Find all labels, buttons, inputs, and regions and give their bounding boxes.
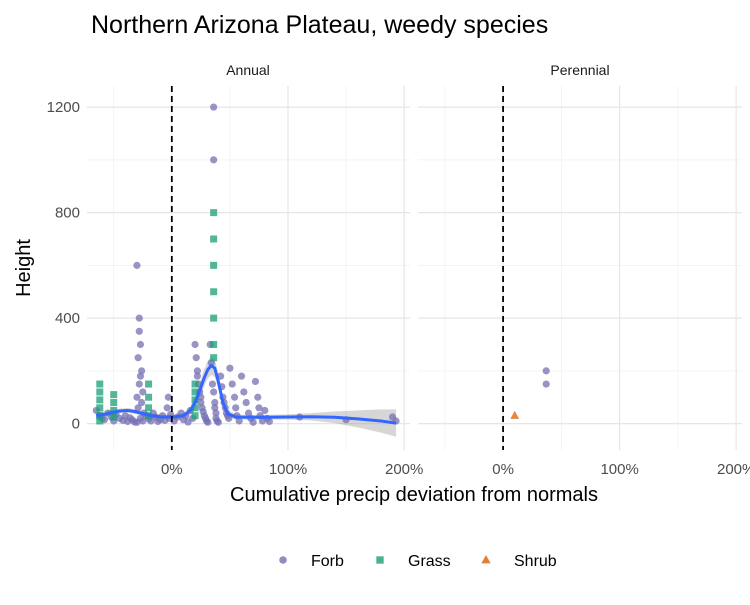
data-point-forb: [237, 372, 246, 380]
data-point-forb: [251, 377, 260, 386]
data-point-forb: [134, 354, 142, 362]
data-point-forb: [133, 261, 141, 269]
legend-label-shrub: Shrub: [514, 553, 557, 570]
data-point-forb: [212, 409, 220, 417]
data-point-grass: [210, 288, 218, 296]
legend-key-grass: [376, 556, 384, 564]
data-point-forb: [211, 398, 219, 407]
data-point-grass: [210, 354, 218, 362]
data-point-forb: [255, 404, 263, 412]
data-point-forb: [210, 156, 218, 164]
data-point-forb: [261, 406, 269, 415]
data-point-forb: [136, 372, 145, 380]
legend-label-grass: Grass: [408, 553, 451, 570]
data-point-forb: [249, 418, 257, 426]
y-tick-label: 0: [72, 416, 80, 433]
data-point-forb: [193, 372, 201, 380]
data-point-forb: [254, 393, 262, 401]
data-point-forb: [542, 380, 550, 388]
data-point-forb: [191, 340, 199, 349]
data-point-grass: [110, 413, 118, 421]
data-point-grass: [96, 388, 104, 396]
data-point-forb: [208, 380, 217, 388]
data-point-grass: [191, 404, 199, 412]
legend-label-forb: Forb: [311, 553, 344, 570]
y-tick-label: 800: [55, 205, 80, 222]
data-point-grass: [210, 261, 218, 269]
data-point-forb: [225, 414, 233, 422]
data-point-forb: [265, 417, 274, 426]
data-point-grass: [145, 393, 153, 401]
x-tick-label: 100%: [600, 461, 638, 478]
data-point-grass: [191, 380, 199, 388]
chart-title: Northern Arizona Plateau, weedy species: [91, 11, 548, 39]
facet-label: Perennial: [550, 62, 609, 78]
data-point-forb: [228, 380, 236, 388]
data-point-forb: [138, 398, 146, 407]
data-point-forb: [134, 404, 142, 412]
data-point-forb: [204, 418, 212, 426]
data-point-forb: [226, 364, 234, 372]
smooth-trend-line: [96, 364, 397, 425]
data-point-forb: [139, 388, 147, 396]
data-point-grass: [145, 380, 153, 388]
data-point-grass: [191, 388, 199, 396]
data-point-forb: [214, 418, 222, 426]
data-point-forb: [193, 367, 201, 375]
data-point-forb: [235, 417, 243, 425]
x-tick-label: 0%: [492, 461, 514, 478]
data-point-grass: [210, 235, 218, 243]
data-point-forb: [210, 103, 218, 111]
legend-key-forb: [279, 556, 287, 564]
data-point-forb: [163, 404, 171, 412]
data-point-grass: [210, 209, 218, 217]
data-point-forb: [192, 354, 200, 362]
data-point-forb: [210, 388, 218, 396]
data-point-forb: [230, 393, 239, 401]
x-tick-label: 0%: [161, 461, 183, 478]
data-point-grass: [110, 406, 118, 414]
data-point-forb: [242, 398, 250, 407]
data-point-grass: [110, 391, 118, 399]
data-point-forb: [136, 340, 145, 349]
y-axis-title: Height: [13, 239, 35, 297]
x-axis-title: Cumulative precip deviation from normals: [230, 484, 598, 506]
data-point-forb: [133, 393, 141, 401]
data-point-grass: [210, 340, 218, 348]
data-point-grass: [96, 396, 104, 404]
x-tick-label: 100%: [269, 461, 307, 478]
data-point-shrub: [510, 410, 520, 419]
data-point-forb: [542, 367, 550, 375]
legend-key-shrub: [481, 554, 491, 564]
data-point-grass: [110, 399, 118, 407]
data-point-forb: [135, 380, 143, 388]
data-point-forb: [240, 388, 248, 396]
data-point-forb: [135, 314, 143, 322]
data-point-grass: [191, 412, 199, 420]
data-point-grass: [96, 417, 104, 425]
x-tick-label: 200%: [385, 461, 423, 478]
facet-label: Annual: [226, 62, 270, 78]
x-tick-label: 200%: [717, 461, 750, 478]
data-point-grass: [210, 314, 218, 322]
data-point-forb: [135, 327, 143, 335]
y-tick-label: 1200: [47, 99, 80, 116]
data-point-grass: [145, 404, 153, 412]
data-point-forb: [164, 393, 172, 401]
data-point-grass: [96, 404, 104, 412]
data-point-forb: [131, 418, 139, 426]
data-point-forb: [232, 404, 240, 412]
data-point-forb: [139, 417, 147, 425]
y-tick-label: 400: [55, 310, 80, 327]
data-point-grass: [96, 380, 104, 388]
